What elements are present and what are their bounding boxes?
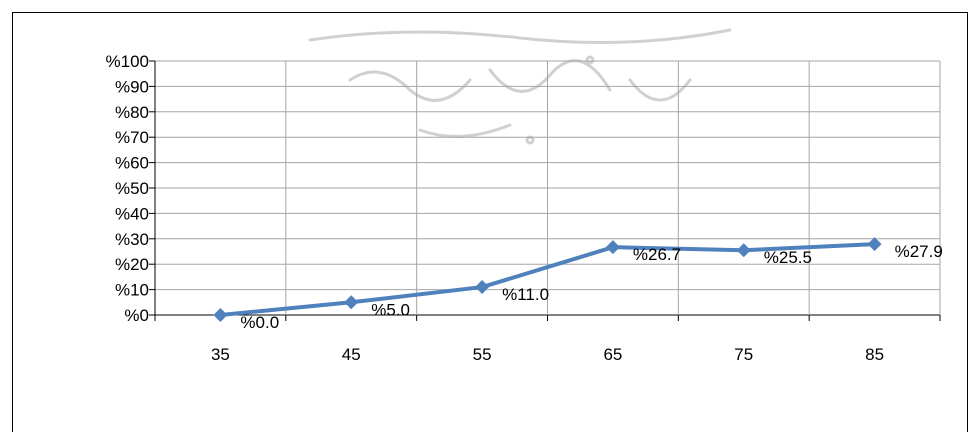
y-tick-label: %20 [115, 255, 149, 274]
x-tick-label: 85 [865, 345, 884, 364]
series-markers [213, 237, 882, 322]
y-tick-label: %90 [115, 77, 149, 96]
data-label: %11.0 [502, 285, 549, 304]
data-point-marker [475, 280, 490, 295]
x-tick-label: 65 [603, 345, 622, 364]
data-labels: %0.0 %5.0 %11.0 %26.7 %25.5 %27.9 [240, 242, 942, 332]
line-chart: %0 %10 %20 %30 %40 %50 %60 %70 %80 %90 %100 35 45 55… [106, 52, 943, 364]
y-tick-label: %50 [115, 179, 149, 198]
y-tick-label: %10 [115, 281, 149, 300]
y-tick-label: %30 [115, 230, 149, 249]
data-label: %26.7 [633, 245, 681, 264]
y-axis-ticks: %0 %10 %20 %30 %40 %50 %60 %70 %80 %90 %100 [106, 52, 149, 325]
series-line [220, 242, 875, 317]
x-tick-label: 55 [473, 345, 492, 364]
x-tick-label: 35 [211, 345, 230, 364]
series-line-path [220, 242, 875, 317]
data-point-marker [867, 237, 882, 252]
data-label: %27.9 [895, 242, 943, 261]
y-tick-label: %70 [115, 128, 149, 147]
grid-lines [149, 60, 941, 321]
y-tick-label: %0 [124, 306, 149, 325]
data-point-marker [213, 308, 228, 322]
data-point-marker [605, 240, 620, 255]
x-axis-ticks: 35 45 55 65 75 85 [211, 345, 884, 364]
y-tick-label: %80 [115, 103, 149, 122]
data-label: %25.5 [764, 248, 812, 267]
x-tick-label: 75 [734, 345, 753, 364]
data-point-marker [344, 295, 359, 310]
y-tick-label: %60 [115, 154, 149, 173]
watermark-logo [308, 28, 732, 145]
data-label: %0.0 [240, 313, 279, 332]
y-tick-label: %40 [115, 204, 149, 223]
x-tick-label: 45 [342, 345, 361, 364]
data-point-marker [736, 243, 751, 258]
data-label: %5.0 [371, 300, 410, 319]
y-tick-label: %100 [106, 52, 149, 71]
